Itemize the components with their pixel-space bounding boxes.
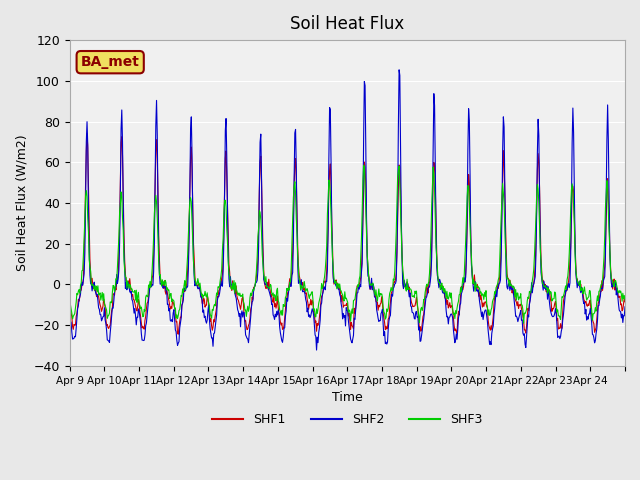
SHF3: [405, 286, 413, 292]
SHF1: [83, 131, 91, 136]
SHF2: [313, 347, 321, 353]
Text: BA_met: BA_met: [81, 55, 140, 69]
X-axis label: Time: Time: [332, 391, 363, 404]
SHF1: [406, 291, 414, 297]
SHF2: [282, 313, 289, 319]
SHF2: [131, 306, 139, 312]
SHF1: [132, 303, 140, 309]
SHF2: [406, 290, 414, 296]
Line: SHF2: SHF2: [70, 70, 625, 350]
SHF1: [621, 299, 629, 305]
Y-axis label: Soil Heat Flux (W/m2): Soil Heat Flux (W/m2): [15, 135, 28, 271]
SHF2: [66, 304, 74, 310]
SHF1: [437, 283, 445, 288]
Line: SHF3: SHF3: [70, 165, 625, 323]
SHF3: [66, 297, 74, 303]
Line: SHF1: SHF1: [70, 133, 625, 334]
SHF3: [260, 276, 268, 282]
SHF2: [621, 304, 629, 310]
SHF3: [282, 294, 289, 300]
SHF2: [233, 301, 241, 307]
Title: Soil Heat Flux: Soil Heat Flux: [290, 15, 404, 33]
SHF1: [283, 297, 291, 303]
SHF1: [262, 286, 269, 291]
SHF1: [234, 298, 242, 303]
SHF1: [175, 331, 182, 337]
SHF3: [233, 288, 241, 294]
SHF3: [436, 287, 444, 292]
SHF3: [621, 297, 629, 303]
SHF3: [131, 288, 139, 293]
SHF2: [437, 282, 445, 288]
SHF3: [360, 162, 367, 168]
SHF3: [520, 320, 527, 326]
Legend: SHF1, SHF2, SHF3: SHF1, SHF2, SHF3: [207, 408, 488, 432]
SHF2: [260, 279, 268, 285]
SHF2: [396, 67, 403, 72]
SHF1: [66, 299, 74, 304]
